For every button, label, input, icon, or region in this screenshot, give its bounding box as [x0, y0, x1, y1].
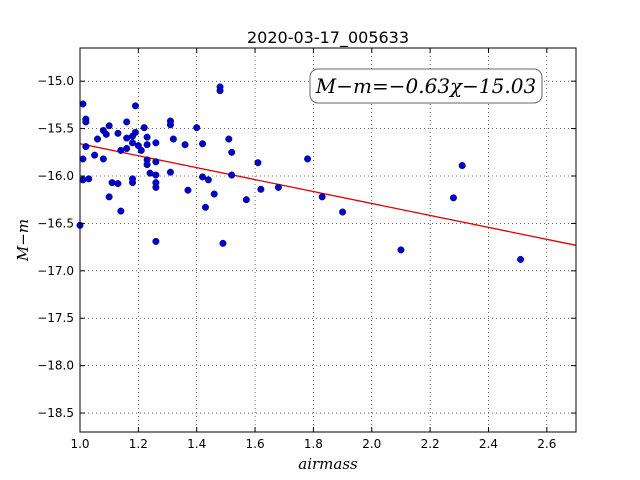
data-point	[225, 135, 233, 143]
y-tick-label: −17.0	[37, 264, 74, 278]
data-point	[79, 176, 87, 184]
x-tick-label: 2.4	[479, 437, 498, 451]
data-point	[181, 141, 189, 149]
data-point	[228, 148, 236, 156]
plot-frame	[79, 47, 577, 433]
y-tick-label: −18.5	[37, 406, 74, 420]
data-point	[219, 239, 227, 247]
y-tick-label: −18.0	[37, 359, 74, 373]
data-point	[166, 121, 174, 129]
data-point	[257, 185, 265, 193]
data-point	[123, 118, 131, 126]
data-point	[99, 155, 107, 163]
data-point	[102, 130, 110, 138]
fit-line	[79, 143, 577, 246]
data-point	[318, 193, 326, 201]
data-point	[143, 133, 151, 141]
data-point	[79, 100, 87, 108]
data-point	[137, 146, 145, 154]
data-point	[114, 129, 122, 137]
data-point	[82, 118, 90, 126]
data-point	[184, 186, 192, 194]
x-tick-label: 1.4	[187, 437, 206, 451]
fit-line-layer	[79, 143, 577, 246]
fit-annotation-text: M−m=−0.63χ−15.03	[315, 74, 536, 98]
data-point	[94, 135, 102, 143]
y-tick-label: −15.0	[37, 74, 74, 88]
data-point	[169, 135, 177, 143]
data-point	[228, 171, 236, 179]
x-axis-label: airmass	[298, 455, 358, 473]
data-point	[204, 176, 212, 184]
data-point	[114, 180, 122, 188]
data-point	[131, 102, 139, 110]
data-point	[152, 139, 160, 147]
data-point	[129, 139, 137, 147]
grid	[79, 48, 576, 432]
data-point	[216, 87, 224, 95]
data-point	[152, 237, 160, 245]
x-tick-label: 1.0	[70, 437, 89, 451]
x-tick-labels: 1.0 1.2 1.4 1.6 1.8 2.0 2.2 2.4 2.6	[70, 437, 556, 451]
data-point	[123, 134, 131, 142]
data-point	[131, 128, 139, 136]
data-point	[146, 169, 154, 177]
x-tick-label: 1.6	[246, 437, 265, 451]
data-point	[105, 122, 113, 130]
data-point	[129, 175, 137, 183]
data-point	[458, 162, 466, 170]
data-point	[193, 124, 201, 132]
data-point	[304, 155, 312, 163]
y-tick-labels: −15.0 −15.5 −16.0 −16.5 −17.0 −17.5 −18.0 −18.5	[37, 74, 74, 420]
y-tick-label: −15.5	[37, 122, 74, 136]
x-tick-label: 2.6	[537, 437, 556, 451]
data-point	[166, 168, 174, 176]
data-point	[449, 194, 457, 202]
data-point	[199, 140, 207, 148]
x-tick-label: 1.2	[129, 437, 148, 451]
x-tick-label: 2.2	[421, 437, 440, 451]
data-point	[152, 158, 160, 166]
data-point	[143, 161, 151, 169]
y-axis-label: M−m	[14, 219, 32, 262]
data-point	[91, 151, 99, 159]
data-point	[82, 143, 90, 151]
data-point	[339, 208, 347, 216]
y-tick-label: −16.0	[37, 169, 74, 183]
data-point	[85, 175, 93, 183]
fit-annotation-box	[309, 68, 543, 104]
data-point	[274, 183, 282, 191]
y-tick-label: −16.5	[37, 216, 74, 230]
data-point	[517, 255, 525, 263]
data-point	[105, 193, 113, 201]
data-point	[242, 196, 250, 204]
data-point	[108, 179, 116, 187]
data-point	[117, 207, 125, 215]
data-point	[199, 173, 207, 181]
data-point	[254, 159, 262, 167]
data-point	[143, 141, 151, 149]
chart-title: 2020-03-17_005633	[247, 28, 409, 48]
plot-area	[80, 48, 576, 432]
data-point	[397, 246, 405, 254]
data-point	[79, 155, 87, 163]
y-tick-label: −17.5	[37, 311, 74, 325]
data-point	[117, 146, 125, 154]
data-point	[152, 171, 160, 179]
x-tick-label: 2.0	[362, 437, 381, 451]
data-points	[76, 83, 525, 263]
data-point	[140, 124, 148, 132]
x-tick-label: 1.8	[304, 437, 323, 451]
fit-annotation: M−m=−0.63χ−15.03	[309, 68, 543, 104]
data-point	[123, 145, 131, 153]
data-point	[210, 190, 218, 198]
data-point	[152, 183, 160, 191]
axis-ticks	[79, 48, 576, 432]
data-point	[201, 203, 209, 211]
